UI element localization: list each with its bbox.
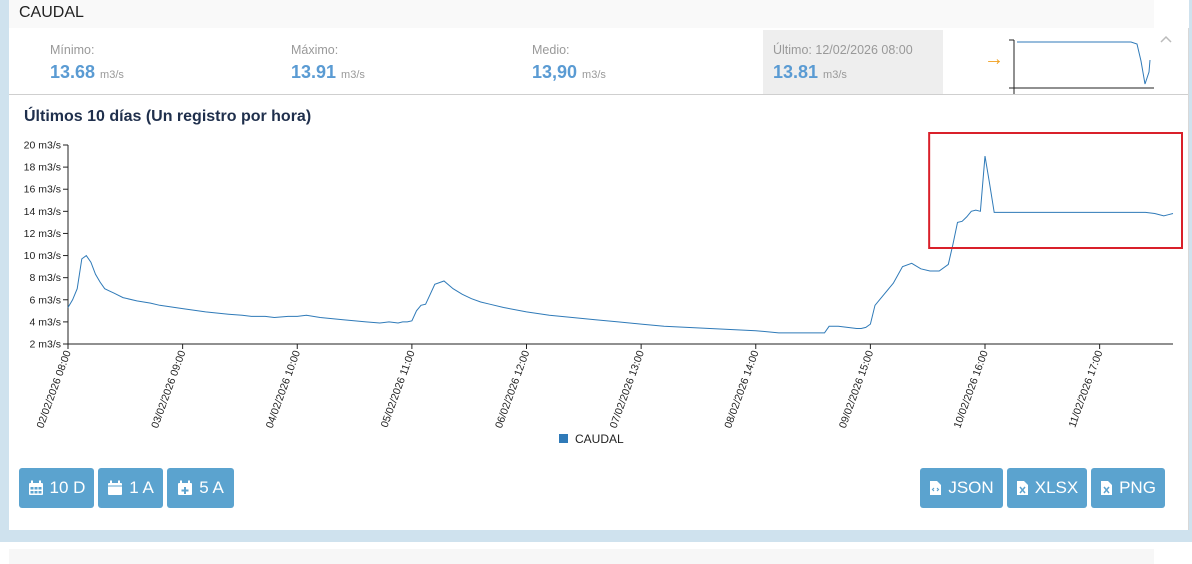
divider (9, 94, 1189, 95)
sparkline-line (1017, 41, 1151, 85)
stat-min-value-row: 13.68 m3/s (50, 62, 124, 83)
download-json-button[interactable]: JSON (920, 468, 1003, 508)
legend-label-caudal: CAUDAL (575, 432, 624, 446)
stat-last-value: 13.81 (773, 62, 819, 82)
y-tick-label: 20 m3/s (24, 140, 61, 152)
stat-avg-value: 13,90 (532, 62, 578, 82)
y-tick-label: 8 m3/s (29, 272, 61, 284)
y-tick-label: 6 m3/s (29, 294, 61, 306)
range-10d-label: 10 D (49, 478, 86, 497)
stat-last-value-row: 13.81 m3/s (773, 62, 847, 83)
stat-max-value: 13.91 (291, 62, 337, 82)
x-tick-label: 02/02/2026 08:00 (35, 349, 74, 430)
stat-avg-unit: m3/s (582, 69, 606, 81)
trend-arrow-icon: → (984, 48, 1004, 70)
y-tick-label: 14 m3/s (24, 206, 61, 218)
download-xlsx-label: XLSX (1034, 478, 1079, 497)
stat-max-unit: m3/s (341, 69, 365, 81)
series-line-caudal (67, 156, 1174, 334)
download-png-button[interactable]: PNG (1091, 468, 1165, 508)
chart: 2 m3/s 4 m3/s 6 m3/s 8 m3/s 10 m3/s 12 m3/s 14… (24, 132, 1183, 446)
range-10d-button[interactable]: 10 D (19, 468, 94, 508)
calendar-plus-icon (178, 480, 193, 495)
stat-min-label: Mínimo: (50, 43, 95, 57)
stat-last-label: Último: 12/02/2026 08:00 (773, 43, 913, 57)
x-tick-label: 08/02/2026 14:00 (722, 349, 761, 430)
stat-min-value: 13.68 (50, 62, 96, 82)
x-tick-label: 03/02/2026 09:00 (149, 349, 188, 430)
y-tick-label: 10 m3/s (24, 250, 61, 262)
y-tick-label: 4 m3/s (29, 316, 61, 328)
x-tick-label: 07/02/2026 13:00 (608, 349, 647, 430)
download-json-label: JSON (948, 478, 994, 497)
stat-last-unit: m3/s (823, 69, 847, 81)
collapse-chevron-icon[interactable] (1159, 34, 1173, 44)
download-xlsx-button[interactable]: XLSX (1007, 468, 1087, 508)
range-5a-label: 5 A (199, 478, 224, 497)
x-tick-label: 09/02/2026 15:00 (837, 349, 876, 430)
x-tick-label: 05/02/2026 11:00 (379, 349, 418, 429)
range-1a-label: 1 A (129, 478, 154, 497)
stat-avg-value-row: 13,90 m3/s (532, 62, 606, 83)
file-excel-icon (1016, 481, 1028, 495)
y-tick-label: 16 m3/s (24, 184, 61, 196)
panel-header: CAUDAL (9, 0, 1154, 28)
x-tick-label: 11/02/2026 17:00 (1066, 349, 1105, 429)
calendar-icon (28, 480, 43, 495)
file-image-icon (1101, 481, 1113, 495)
sparkline (1009, 39, 1154, 94)
file-code-icon (930, 481, 942, 495)
caudal-panel: CAUDAL Mínimo: 13.68 m3/s Máximo: 13.91 m3… (9, 0, 1189, 530)
panel-title: CAUDAL (19, 4, 84, 21)
panel-right-border (1188, 28, 1189, 530)
range-5a-button[interactable]: 5 A (167, 468, 234, 508)
x-tick-label: 10/02/2026 16:00 (952, 349, 991, 430)
y-tick-label: 18 m3/s (24, 162, 61, 174)
legend-swatch-caudal (559, 434, 568, 443)
y-tick-label: 12 m3/s (24, 228, 61, 240)
stat-avg: Medio: 13,90 m3/s (532, 30, 762, 94)
x-tick-label: 06/02/2026 12:00 (493, 349, 532, 430)
download-png-label: PNG (1119, 478, 1156, 497)
stat-last: Último: 12/02/2026 08:00 13.81 m3/s (763, 30, 943, 94)
calendar-icon (108, 480, 123, 495)
stat-max: Máximo: 13.91 m3/s (291, 30, 521, 94)
stat-max-label: Máximo: (291, 43, 339, 57)
x-tick-label: 04/02/2026 10:00 (264, 349, 303, 430)
range-1a-button[interactable]: 1 A (98, 468, 163, 508)
stat-min: Mínimo: 13.68 m3/s (50, 30, 280, 94)
highlight-box (928, 132, 1183, 249)
chart-title: Últimos 10 días (Un registro por hora) (24, 108, 312, 125)
y-tick-label: 2 m3/s (29, 339, 61, 351)
stat-max-value-row: 13.91 m3/s (291, 62, 365, 83)
next-panel-strip (9, 549, 1154, 564)
stat-avg-label: Medio: (532, 43, 570, 57)
stat-min-unit: m3/s (100, 69, 124, 81)
